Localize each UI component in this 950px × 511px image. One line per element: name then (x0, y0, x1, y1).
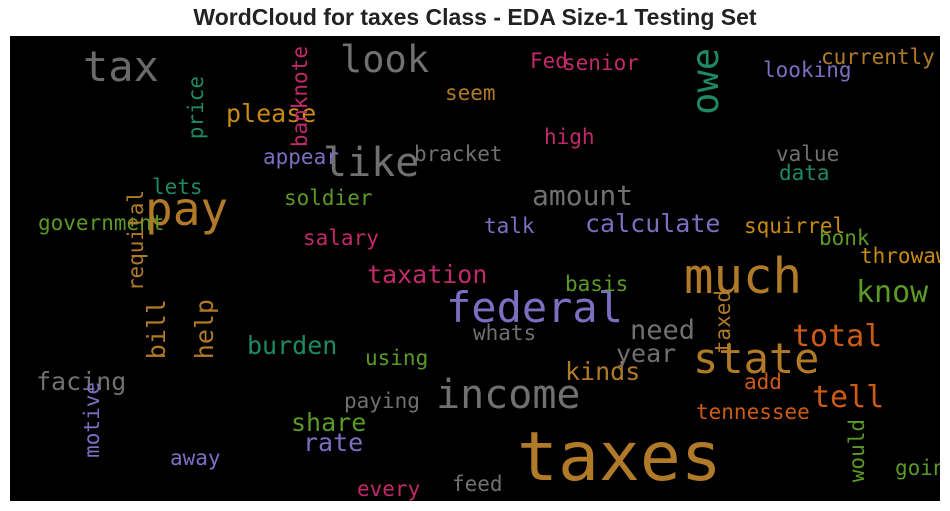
word-year: year (616, 339, 677, 368)
word-add: add (744, 370, 782, 394)
word-would: would (845, 419, 869, 483)
word-bracket: bracket (414, 142, 503, 166)
word-seem: seem (445, 81, 496, 105)
word-currently: currently (821, 45, 935, 69)
word-paying: paying (344, 389, 420, 413)
word-using: using (365, 346, 429, 370)
word-every: every (357, 477, 421, 501)
word-salary: salary (303, 226, 379, 250)
word-value: value (776, 142, 840, 166)
word-motive: motive (80, 382, 104, 458)
word-lets: lets (152, 175, 203, 199)
word-looking: looking (763, 58, 852, 82)
word-government: government (38, 211, 165, 235)
word-need: need (630, 315, 696, 346)
word-away: away (170, 446, 221, 470)
word-banknote: banknote (288, 46, 312, 148)
word-burden: burden (247, 331, 338, 360)
word-taxed: taxed (711, 290, 735, 354)
word-kinds: kinds (565, 357, 641, 386)
word-talk: talk (484, 214, 535, 238)
word-calculate: calculate (585, 209, 721, 238)
word-please: please (226, 99, 317, 128)
word-help: help (190, 299, 219, 360)
word-much: much (684, 248, 803, 305)
word-total: total (792, 319, 883, 354)
word-bonk: bonk (819, 226, 870, 250)
word-bill: bill (142, 299, 171, 360)
word-soldier: soldier (284, 186, 373, 210)
word-squirrel: squirrel (744, 214, 846, 238)
word-data: data (779, 161, 830, 185)
word-amount: amount (532, 179, 634, 212)
word-price: price (184, 76, 208, 140)
chart-title: WordCloud for taxes Class - EDA Size-1 T… (193, 4, 757, 30)
word-basis: basis (565, 272, 629, 296)
word-senior: senior (563, 51, 639, 75)
word-feed: feed (452, 472, 503, 496)
word-tax: tax (83, 42, 159, 91)
word-throwaway: throwaway (860, 244, 940, 268)
word-appear: appear (263, 145, 339, 169)
word-pay: pay (145, 182, 229, 236)
word-federal: federal (446, 283, 624, 332)
wordcloud-canvas: taxes much federal state income pay tax like loo… (10, 36, 940, 501)
word-like: like (323, 140, 420, 186)
word-look: look (340, 38, 430, 81)
word-taxes: taxes (517, 418, 722, 497)
word-state: state (693, 334, 820, 383)
word-owe: owe (684, 48, 727, 115)
word-facing: facing (36, 367, 127, 396)
word-taxation: taxation (367, 260, 488, 289)
word-going: going (895, 456, 940, 480)
word-whats: whats (473, 321, 537, 345)
word-share: share (291, 408, 367, 437)
word-high: high (544, 125, 595, 149)
word-rate: rate (303, 428, 364, 457)
word-fed: Fed (530, 49, 568, 73)
word-requital: requital (124, 190, 148, 292)
word-tell: tell (812, 380, 885, 415)
word-know: know (856, 275, 929, 310)
word-income: income (436, 372, 581, 418)
word-tennessee: tennessee (696, 400, 810, 424)
